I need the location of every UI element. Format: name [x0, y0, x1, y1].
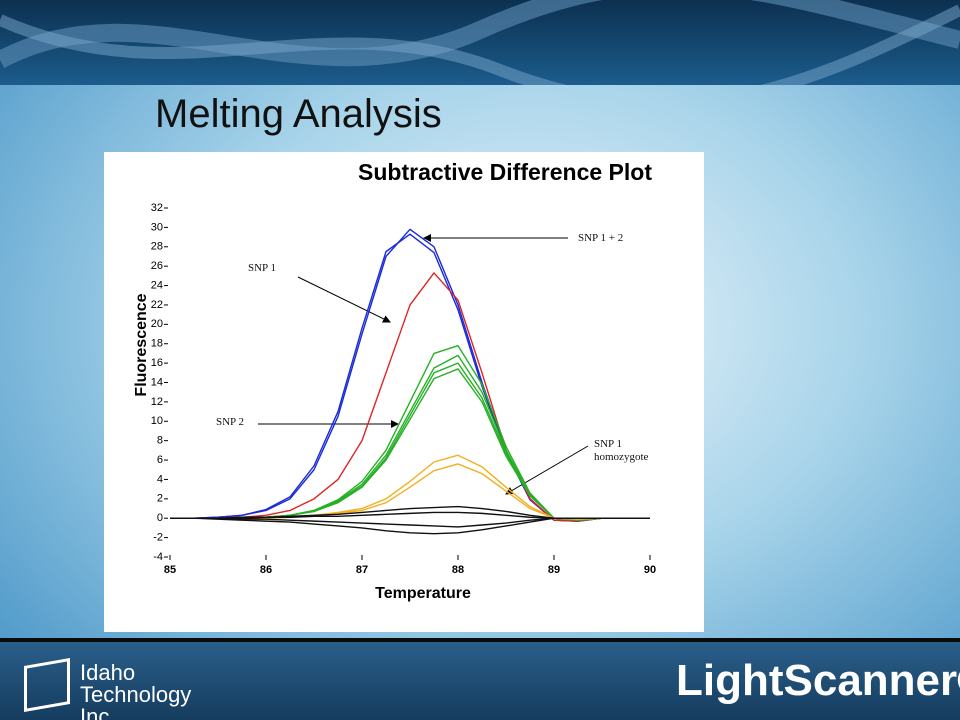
- y-tick-label: 8: [157, 435, 163, 447]
- x-tick-label: 87: [356, 564, 368, 576]
- series-line: [170, 344, 650, 521]
- series-line: [170, 354, 650, 521]
- series-line: [170, 505, 650, 519]
- y-tick-label: 0: [157, 512, 163, 524]
- dna-decoration: [0, 0, 960, 85]
- header-band: [0, 0, 960, 85]
- y-tick-label: 28: [151, 241, 163, 253]
- y-axis-label: Fluorescence: [133, 293, 150, 396]
- series-line: [170, 368, 650, 521]
- y-tick-label: 12: [151, 396, 163, 408]
- series-line: [170, 228, 650, 522]
- series-line: [170, 463, 650, 520]
- y-tick-label: -4: [153, 551, 163, 563]
- series-line: [170, 511, 650, 519]
- annotation: SNP 1 + 2: [578, 232, 624, 244]
- x-axis-label: Temperature: [375, 585, 471, 602]
- y-tick-label: 30: [151, 221, 163, 233]
- annotation-arrows: [258, 234, 589, 495]
- y-tick-label: -2: [153, 532, 163, 544]
- y-tick-label: 10: [151, 415, 163, 427]
- annotation: SNP 1 homozygote: [594, 438, 649, 463]
- annotation: SNP 1: [248, 262, 277, 274]
- series-line: [170, 272, 650, 522]
- chart-title: Subtractive Difference Plot: [358, 159, 652, 185]
- y-tick-label: 26: [151, 260, 163, 272]
- y-tick-label: 14: [151, 376, 163, 388]
- y-tick-label: 18: [151, 338, 163, 350]
- y-tick-label: 4: [157, 473, 163, 485]
- y-tick-label: 6: [157, 454, 163, 466]
- x-tick-label: 89: [548, 564, 560, 576]
- y-tick-label: 24: [151, 279, 163, 291]
- chart-panel: [104, 152, 704, 632]
- y-tick-label: 32: [151, 202, 163, 214]
- y-tick-label: 20: [151, 318, 163, 330]
- x-tick-label: 90: [644, 564, 656, 576]
- series-line: [170, 362, 650, 521]
- x-tick-label: 88: [452, 564, 464, 576]
- company-name: Idaho Technology Inc.: [80, 660, 192, 720]
- y-tick-label: 22: [151, 299, 163, 311]
- footer-band: [0, 638, 960, 720]
- y-tick-label: 2: [157, 493, 163, 505]
- x-tick-label: 85: [164, 564, 176, 576]
- series-line: [170, 233, 650, 522]
- x-tick-label: 86: [260, 564, 272, 576]
- product-name: LightScanner®: [676, 656, 960, 705]
- annotation: SNP 2: [216, 416, 245, 428]
- y-tick-label: 16: [151, 357, 163, 369]
- slide-title: Melting Analysis: [155, 92, 442, 136]
